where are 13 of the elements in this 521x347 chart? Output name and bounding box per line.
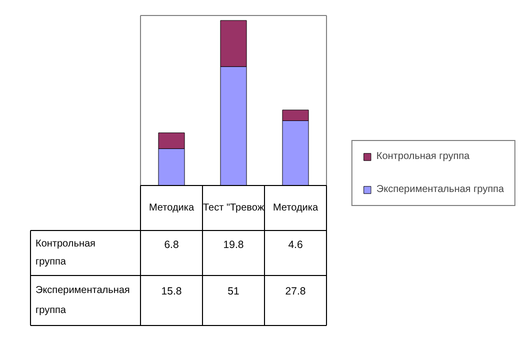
- legend-label: Контрольная группа: [376, 150, 471, 162]
- data-label: 19.8: [223, 239, 244, 251]
- data-label: 27.8: [285, 286, 306, 298]
- data-label: 15.8: [161, 286, 182, 298]
- legend-label: Экспериментальная группа: [376, 184, 504, 194]
- data-label: 4.6: [288, 239, 303, 251]
- data-label: 51: [228, 286, 240, 298]
- data-label: 6.8: [164, 239, 179, 251]
- text: Экспериментальная группа: [36, 285, 130, 316]
- x-tick-label: Методика: [272, 202, 318, 214]
- x-tick-label: Тест "Тревож: [202, 202, 264, 214]
- text: Контрольная группа: [36, 238, 96, 268]
- x-tick-label: Методика: [148, 202, 194, 214]
